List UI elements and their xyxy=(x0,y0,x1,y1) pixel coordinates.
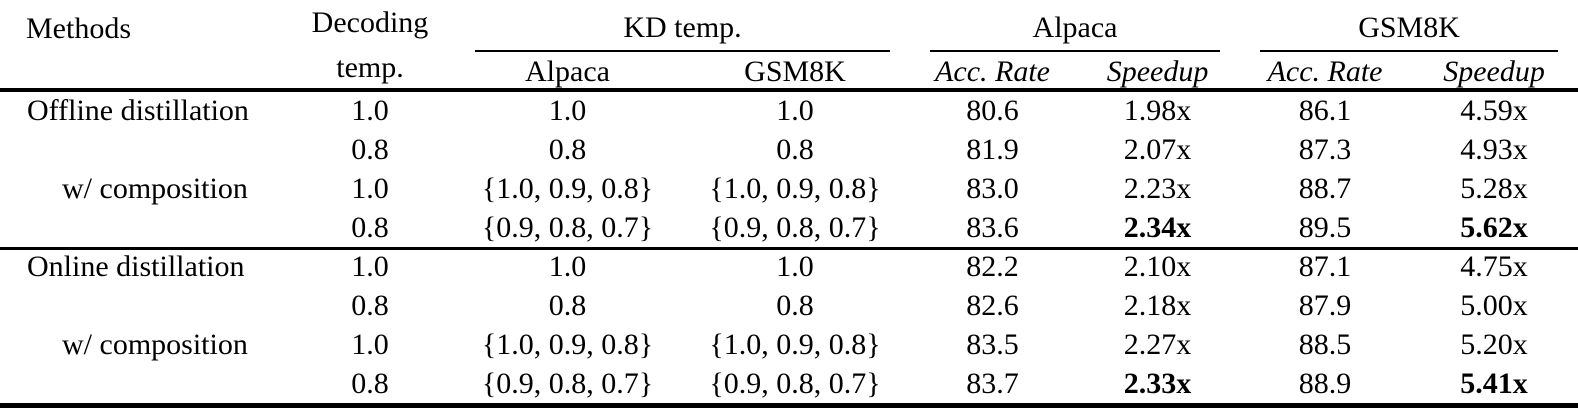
subcol-alpaca-acc-rate: Acc. Rate xyxy=(935,54,1050,88)
kd-temp-gsm8k-cell: 1.0 xyxy=(776,93,814,127)
gsm8k-speedup-cell: 4.93x xyxy=(1460,132,1528,166)
kd-temp-alpaca-cell: 1.0 xyxy=(548,93,587,127)
method-cell: w/ composition xyxy=(62,327,248,361)
subcol-gsm8k-acc-rate: Acc. Rate xyxy=(1267,54,1383,88)
gsm8k-speedup-cell: 4.75x xyxy=(1460,249,1528,283)
gsm8k-speedup-cell: 5.62x xyxy=(1460,210,1528,244)
gsm8k-speedup-cell: 5.00x xyxy=(1460,288,1528,322)
section-divider-rule xyxy=(0,247,1578,250)
gsm8k-acc-rate-cell: 88.5 xyxy=(1298,327,1352,361)
section-offline-distillation: Offline distillation 1.0 1.0 1.0 80.6 1.… xyxy=(0,91,1578,247)
kd-temp-gsm8k-cell: 0.8 xyxy=(776,288,814,322)
alpaca-acc-rate-cell: 81.9 xyxy=(966,132,1019,166)
table-row: w/ composition 1.0 {1.0, 0.9, 0.8} {1.0,… xyxy=(0,169,1578,208)
table-row: 0.8 0.8 0.8 81.9 2.07x 87.3 4.93x xyxy=(0,130,1578,169)
decoding-temp-cell: 0.8 xyxy=(351,210,389,244)
gsm8k-speedup-cell: 5.41x xyxy=(1460,366,1528,400)
alpaca-acc-rate-cell: 83.0 xyxy=(966,171,1019,205)
alpaca-acc-rate-cell: 83.6 xyxy=(966,210,1019,244)
col-group-gsm8k: GSM8K xyxy=(1240,0,1578,52)
method-cell: Online distillation xyxy=(27,249,245,283)
section-online-distillation: Online distillation 1.0 1.0 1.0 82.2 2.1… xyxy=(0,247,1578,403)
gsm8k-speedup-cell: 5.28x xyxy=(1460,171,1528,205)
col-header-methods: Methods xyxy=(26,12,131,45)
alpaca-speedup-cell: 2.34x xyxy=(1123,210,1192,244)
gsm8k-acc-rate-cell: 88.9 xyxy=(1298,366,1352,400)
decoding-temp-cell: 0.8 xyxy=(351,366,389,400)
kd-temp-alpaca-cell: {1.0, 0.9, 0.8} xyxy=(481,327,654,361)
method-cell xyxy=(0,286,285,325)
alpaca-speedup-cell: 2.18x xyxy=(1123,288,1192,322)
kd-temp-alpaca-cell: {0.9, 0.8, 0.7} xyxy=(481,210,654,244)
kd-temp-alpaca-cell: 0.8 xyxy=(548,288,587,322)
kd-temp-gsm8k-cell: {0.9, 0.8, 0.7} xyxy=(709,210,881,244)
table-row: 0.8 {0.9, 0.8, 0.7} {0.9, 0.8, 0.7} 83.7… xyxy=(0,364,1578,403)
table-row: w/ composition 1.0 {1.0, 0.9, 0.8} {1.0,… xyxy=(0,325,1578,364)
subcol-kd-temp-alpaca: Alpaca xyxy=(525,54,610,88)
alpaca-acc-rate-cell: 82.6 xyxy=(966,288,1019,322)
gsm8k-acc-rate-cell: 87.3 xyxy=(1298,132,1352,166)
results-table: Methods Decoding temp. KD temp. Alpaca G… xyxy=(0,0,1578,403)
decoding-temp-cell: 1.0 xyxy=(351,93,389,127)
decoding-temp-cell: 0.8 xyxy=(351,288,389,322)
alpaca-speedup-cell: 2.33x xyxy=(1123,366,1192,400)
table-row: 0.8 0.8 0.8 82.6 2.18x 87.9 5.00x xyxy=(0,286,1578,325)
col-group-kd-temp-label: KD temp. xyxy=(475,11,891,52)
decoding-temp-line1: Decoding xyxy=(311,5,429,39)
method-cell xyxy=(0,208,285,247)
method-cell xyxy=(0,364,285,403)
col-group-alpaca-label: Alpaca xyxy=(930,11,1221,52)
gsm8k-speedup-cell: 5.20x xyxy=(1460,327,1528,361)
kd-temp-gsm8k-cell: {1.0, 0.9, 0.8} xyxy=(709,327,881,361)
gsm8k-acc-rate-cell: 88.7 xyxy=(1298,171,1352,205)
alpaca-acc-rate-cell: 82.2 xyxy=(966,249,1019,283)
method-cell xyxy=(0,130,285,169)
decoding-temp-cell: 1.0 xyxy=(351,171,389,205)
header-row-groups: Methods Decoding temp. KD temp. Alpaca G… xyxy=(0,0,1578,84)
table-bottom-rule xyxy=(0,403,1578,408)
kd-temp-gsm8k-cell: {0.9, 0.8, 0.7} xyxy=(709,366,881,400)
subcol-gsm8k-speedup: Speedup xyxy=(1443,54,1545,88)
method-cell: Offline distillation xyxy=(27,93,249,127)
alpaca-acc-rate-cell: 83.5 xyxy=(966,327,1019,361)
header-row-subcolumns: Alpaca GSM8K Acc. Rate Speedup Acc. Rate… xyxy=(0,52,1578,91)
kd-temp-alpaca-cell: 1.0 xyxy=(548,249,587,283)
gsm8k-speedup-cell: 4.59x xyxy=(1460,93,1528,127)
kd-temp-gsm8k-cell: 0.8 xyxy=(776,132,814,166)
gsm8k-acc-rate-cell: 89.5 xyxy=(1298,210,1352,244)
kd-temp-alpaca-cell: {1.0, 0.9, 0.8} xyxy=(481,171,654,205)
gsm8k-acc-rate-cell: 87.1 xyxy=(1298,249,1352,283)
gsm8k-acc-rate-cell: 86.1 xyxy=(1298,93,1352,127)
col-group-gsm8k-label: GSM8K xyxy=(1260,11,1559,52)
alpaca-speedup-cell: 2.27x xyxy=(1123,327,1192,361)
kd-temp-gsm8k-cell: 1.0 xyxy=(776,249,814,283)
decoding-temp-cell: 1.0 xyxy=(351,327,389,361)
gsm8k-acc-rate-cell: 87.9 xyxy=(1298,288,1352,322)
table-row: Online distillation 1.0 1.0 1.0 82.2 2.1… xyxy=(0,247,1578,286)
decoding-temp-cell: 1.0 xyxy=(351,249,389,283)
table-row: Offline distillation 1.0 1.0 1.0 80.6 1.… xyxy=(0,91,1578,130)
table-header: Methods Decoding temp. KD temp. Alpaca G… xyxy=(0,0,1578,91)
alpaca-speedup-cell: 1.98x xyxy=(1123,93,1192,127)
alpaca-speedup-cell: 2.07x xyxy=(1123,132,1192,166)
header-bottom-rule xyxy=(0,88,1578,92)
table-row: 0.8 {0.9, 0.8, 0.7} {0.9, 0.8, 0.7} 83.6… xyxy=(0,208,1578,247)
kd-temp-gsm8k-cell: {1.0, 0.9, 0.8} xyxy=(709,171,881,205)
kd-temp-alpaca-cell: 0.8 xyxy=(548,132,587,166)
alpaca-speedup-cell: 2.10x xyxy=(1123,249,1192,283)
col-group-alpaca: Alpaca xyxy=(910,0,1240,52)
alpaca-speedup-cell: 2.23x xyxy=(1123,171,1192,205)
col-header-decoding-temp: Decoding temp. xyxy=(285,0,455,91)
kd-temp-alpaca-cell: {0.9, 0.8, 0.7} xyxy=(481,366,654,400)
decoding-temp-cell: 0.8 xyxy=(351,132,389,166)
alpaca-acc-rate-cell: 83.7 xyxy=(966,366,1019,400)
method-cell: w/ composition xyxy=(62,171,248,205)
subcol-kd-temp-gsm8k: GSM8K xyxy=(744,54,846,88)
decoding-temp-line2: temp. xyxy=(336,50,404,84)
col-group-kd-temp: KD temp. xyxy=(455,0,910,52)
subcol-alpaca-speedup: Speedup xyxy=(1106,54,1209,88)
alpaca-acc-rate-cell: 80.6 xyxy=(966,93,1019,127)
